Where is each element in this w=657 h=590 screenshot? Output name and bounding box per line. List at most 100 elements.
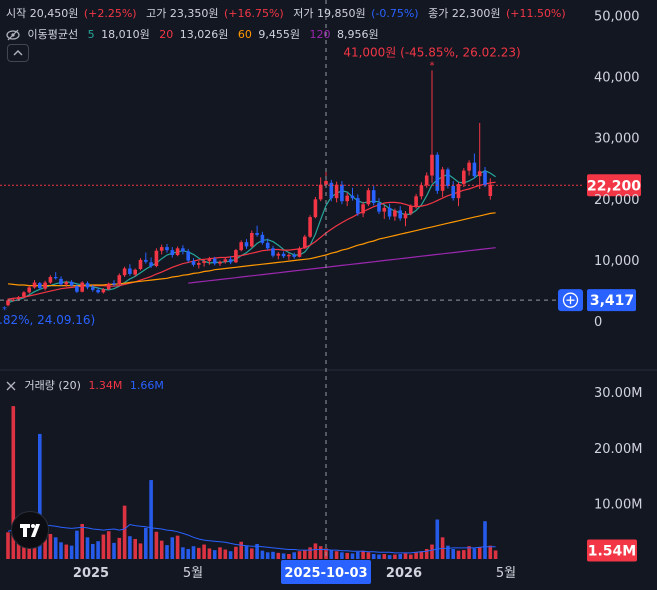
candle [64,280,69,287]
candle-body [483,171,487,186]
volume-bars [6,406,498,559]
ma-legend: 이동평균선 5 18,010원 20 13,026원 60 9,455원 120… [6,26,385,42]
candle-body [250,233,254,247]
candle-body [281,253,286,257]
volume-bar [334,551,339,559]
volume-bar [250,548,254,559]
volume-bar [22,541,26,559]
candle [80,281,84,293]
high-label: 고가 [146,7,167,20]
candle [197,261,201,269]
high-value: 23,350원 [169,7,219,20]
open-value: 20,450원 [29,7,79,20]
volume-bar [175,535,180,559]
volume-bar [128,536,132,559]
candle-body [414,196,418,207]
volume-bar [154,531,159,559]
volume-bar [303,550,307,559]
open-label: 시작 [6,7,27,20]
volume-legend: 거래량 (20) 1.34M 1.66M [6,377,164,393]
volume-bar [212,550,217,559]
candle [276,251,281,260]
open-change: (+2.25%) [83,7,137,20]
candle-body [59,278,63,285]
candle-body [96,289,100,293]
candle [403,210,408,227]
add-alert-button[interactable] [558,289,583,312]
volume-bar [234,546,238,559]
candle [382,205,387,219]
volume-bar [117,537,122,559]
volume-bar [38,433,42,559]
candle [186,248,190,263]
volume-bar [191,546,196,559]
candle [361,201,365,218]
close-icon[interactable] [6,381,16,391]
candle [488,178,493,200]
candle-body [191,261,196,265]
collapse-legend-button[interactable] [7,44,29,62]
volume-bar [435,519,440,559]
candle [218,260,222,267]
candle [75,284,79,293]
volume-bar [345,552,349,559]
candle-body [292,255,296,257]
candle [207,256,212,265]
candle-body [16,297,21,300]
candle-body [239,242,243,251]
candle-body [85,283,90,288]
volume-bar [122,505,127,559]
volume-y-tick-label: 30.00M [594,386,642,401]
volume-bar [382,553,387,559]
min-price-annotation: .82%, 24.09.16) [0,313,95,327]
candle [175,246,180,257]
candle-body [154,250,159,267]
candle-body [451,185,455,199]
ma20-value: 13,026원 [179,28,229,41]
candle [106,282,111,290]
candle [398,206,402,221]
candle [133,268,137,277]
candle-body [377,203,381,212]
candle-body [6,300,10,306]
candle-body [435,154,440,191]
volume-bar [186,548,190,559]
candle [345,192,349,207]
candle [11,297,16,302]
volume-bar [276,552,281,559]
volume-bar [451,548,455,559]
candle-body [48,277,53,283]
volume-bar [48,533,53,559]
axes: 50,000 40,000 30,000 20,000 10,000 0 30.00M 20.… [73,9,642,584]
candle [138,258,143,271]
volume-bar [308,547,312,559]
tradingview-logo[interactable] [11,511,49,549]
volume-legend-title: 거래량 (20) [24,379,81,392]
candle-body [53,277,58,279]
candle [350,187,355,201]
volume-bar [64,544,69,559]
candle [27,285,31,294]
volume-bar [85,537,90,559]
candle [48,275,53,284]
eye-off-icon[interactable] [6,29,20,41]
candle-body [340,184,344,202]
candle-body [303,236,307,249]
close-label: 종가 [428,7,449,20]
x-tick-label: 5월 [183,566,203,581]
x-tick-label: 2025 [73,566,109,581]
last-volume-tag [587,539,637,562]
volume-bar [96,541,100,559]
volume-bar [472,548,477,559]
candle [462,168,466,188]
volume-bar [239,541,243,559]
candle-body [345,195,349,202]
ma120-value: 8,956원 [336,28,379,41]
candle-body [112,283,116,285]
candle-body [165,247,169,251]
volume-bar [197,547,201,559]
volume-bar [488,545,493,559]
plus-circle-icon [562,292,579,308]
volume-bar [27,545,31,559]
